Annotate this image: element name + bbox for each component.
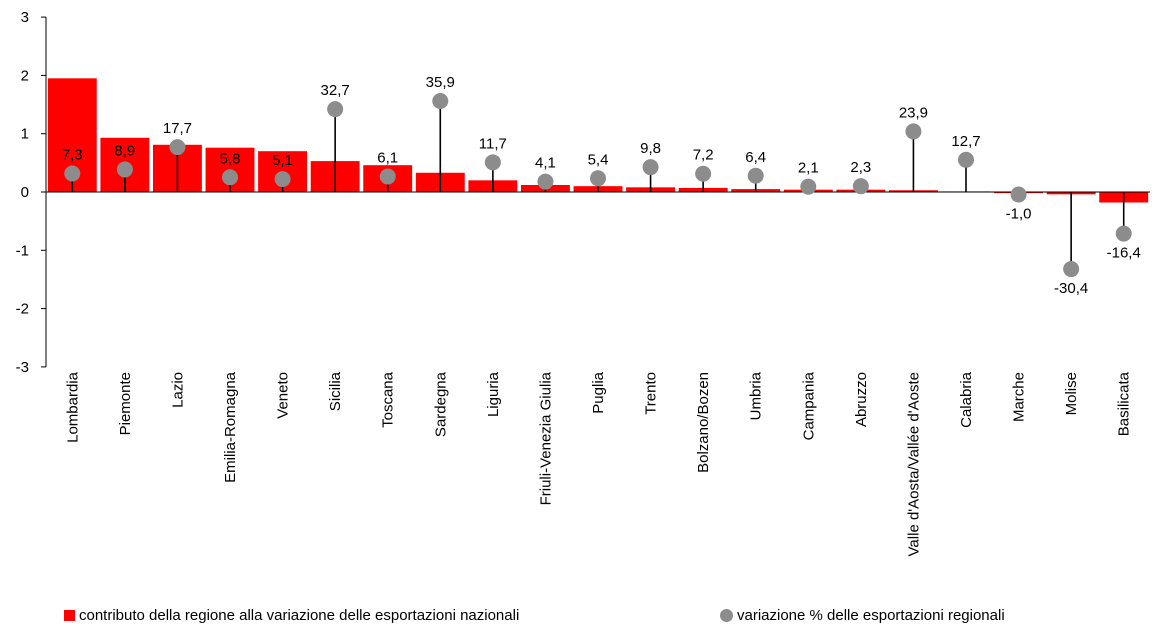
lollipop-dot: [64, 165, 81, 182]
x-tick-label: Sicilia: [327, 371, 344, 411]
x-tick-label: Friuli-Venezia Giulia: [537, 371, 554, 505]
data-label: 5,8: [220, 150, 241, 167]
data-label: -30,4: [1054, 280, 1088, 297]
data-label: 12,7: [951, 133, 980, 150]
lollipop-dot: [695, 165, 712, 182]
data-label: 11,7: [479, 135, 507, 152]
x-tick-label: Puglia: [590, 371, 607, 413]
data-label: 17,7: [163, 120, 192, 137]
data-label: -16,4: [1107, 245, 1141, 262]
x-axis-labels: Lombardia Piemonte Lazio Emilia-Romagna Vene…: [64, 371, 1132, 556]
x-tick-label: Piemonte: [117, 372, 134, 435]
data-label: 35,9: [426, 74, 455, 91]
x-tick-label: Calabria: [958, 371, 975, 428]
lollipop-dot: [222, 169, 238, 186]
x-tick-label: Bolzano/Bozen: [695, 372, 712, 473]
x-tick-label: Campania: [800, 371, 817, 440]
lollipop-dot: [590, 170, 606, 187]
x-tick-label: Molise: [1063, 372, 1080, 415]
x-tick-label: Basilicata: [1116, 371, 1133, 436]
lollipop-dot: [379, 168, 396, 185]
data-label: 23,9: [899, 104, 928, 121]
legend-swatch-bar: [64, 610, 75, 621]
data-label: 7,2: [693, 147, 714, 164]
lollipop-dot: [1010, 186, 1027, 203]
legend: contributo della regione alla variazione…: [64, 607, 1152, 629]
y-axis: -3 -2 -1 0 1 2 3: [16, 9, 47, 376]
x-tick-label: Toscana: [380, 371, 397, 428]
x-tick-label: Sardegna: [432, 371, 449, 437]
lollipop-dot: [327, 101, 344, 118]
x-tick-label: Lazio: [169, 372, 186, 408]
x-tick-label: Umbria: [748, 371, 765, 420]
lollipop-dot: [274, 171, 291, 188]
x-tick-label: Veneto: [275, 372, 292, 419]
data-label: 9,8: [640, 140, 661, 157]
x-tick-label: Abruzzo: [853, 372, 870, 427]
data-label: 5,4: [588, 151, 609, 168]
y-tick-label: -3: [16, 359, 29, 376]
lollipop-series: 7,3 8,9 17,7 5,8 5,1 32,7 6,1 35,9 11,7 4,1 5,4 9,8…: [62, 74, 1141, 297]
lollipop-dot: [432, 93, 449, 110]
lollipop-dot: [116, 161, 133, 178]
legend-item-bars: contributo della regione alla variazione…: [64, 607, 519, 624]
x-tick-label: Lombardia: [64, 371, 81, 443]
legend-label-dots: variazione % delle esportazioni regional…: [737, 607, 1005, 624]
lollipop-dot: [747, 167, 764, 184]
lollipop-dot: [537, 173, 554, 190]
lollipop-dot: [642, 159, 659, 176]
data-label: 2,3: [850, 159, 871, 176]
data-label: 2,1: [798, 160, 819, 177]
data-label: 8,9: [114, 142, 135, 159]
data-label: 4,1: [535, 155, 556, 172]
y-tick-label: -1: [16, 242, 29, 259]
legend-swatch-dot: [720, 609, 733, 622]
y-tick-label: -2: [16, 301, 29, 318]
lollipop-dot: [800, 178, 817, 195]
data-label: 5,1: [272, 152, 293, 169]
lollipop-dot: [169, 139, 186, 156]
lollipop-dot: [1115, 225, 1132, 242]
lollipop-dot: [484, 154, 501, 171]
x-tick-label: Liguria: [485, 371, 502, 417]
legend-label-bars: contributo della regione alla variazione…: [79, 607, 520, 624]
legend-item-dots: variazione % delle esportazioni regional…: [720, 607, 1005, 624]
x-tick-label: Emilia-Romagna: [222, 371, 239, 483]
data-label: -1,0: [1006, 206, 1032, 223]
y-tick-label: 2: [21, 67, 29, 84]
y-tick-label: 1: [21, 126, 29, 143]
data-label: 6,1: [377, 150, 398, 167]
x-tick-label: Valle d'Aosta/Vallée d'Aoste: [905, 372, 922, 556]
lollipop-dot: [852, 178, 869, 195]
lollipop-dot: [958, 151, 974, 168]
data-label: 6,4: [745, 149, 766, 166]
y-tick-label: 3: [21, 9, 29, 26]
lollipop-dot: [1063, 261, 1080, 278]
y-tick-label: 0: [21, 184, 29, 201]
data-label: 32,7: [321, 82, 350, 99]
data-label: 7,3: [62, 146, 83, 163]
x-tick-label: Marche: [1011, 372, 1028, 422]
lollipop-dot: [905, 123, 922, 140]
x-tick-label: Trento: [643, 372, 660, 415]
